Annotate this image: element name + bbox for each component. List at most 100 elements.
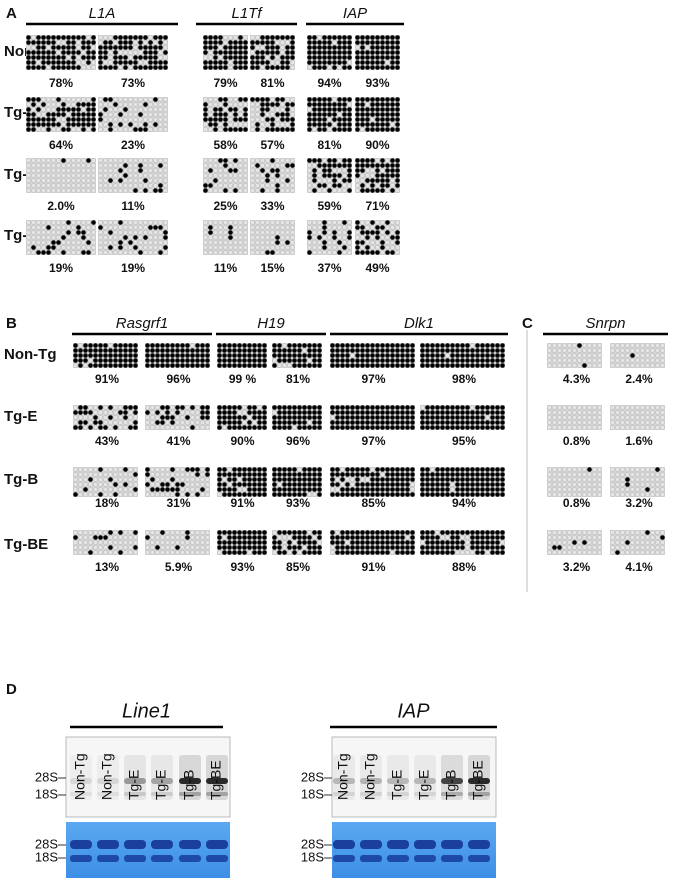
unmethylated-cpg [568,536,572,540]
unmethylated-cpg [446,354,450,358]
methylated-cpg [420,535,425,540]
unmethylated-cpg [124,98,128,102]
methylated-cpg [242,472,247,477]
unmethylated-cpg [636,483,640,487]
methylated-cpg [232,425,237,430]
unmethylated-cpg [57,246,61,250]
unmethylated-cpg [396,251,400,255]
unmethylated-cpg [89,406,93,410]
methylated-cpg [480,405,485,410]
unmethylated-cpg [626,406,630,410]
methylated-cpg [302,540,307,545]
methylated-cpg [500,405,505,410]
methylated-cpg [312,102,317,107]
methylated-cpg [390,535,395,540]
unmethylated-cpg [229,113,233,117]
unmethylated-cpg [578,354,582,358]
methylated-cpg [103,343,108,348]
methylated-cpg [185,415,190,420]
rrna-28s [414,840,436,849]
unmethylated-cpg [616,406,620,410]
unmethylated-cpg [114,251,118,255]
methylated-cpg [103,40,108,45]
methylated-cpg [83,358,88,363]
methylated-cpg [355,122,360,127]
unmethylated-cpg [57,236,61,240]
unmethylated-cpg [588,354,592,358]
methylated-cpg [365,467,370,472]
unmethylated-cpg [67,164,71,168]
unmethylated-cpg [281,103,285,107]
methylated-cpg [163,50,168,55]
unmethylated-cpg [573,406,577,410]
unmethylated-cpg [583,426,587,430]
methylated-cpg [307,97,312,102]
methylated-cpg [360,410,365,415]
unmethylated-cpg [84,483,88,487]
methylated-cpg [242,530,247,535]
methylated-cpg [252,530,257,535]
methylated-cpg [76,65,81,70]
methylated-cpg [335,348,340,353]
methylated-cpg [285,163,290,168]
unmethylated-cpg [636,531,640,535]
methylated-cpg [455,363,460,368]
methylated-cpg [302,353,307,358]
unmethylated-cpg [631,473,635,477]
unmethylated-cpg [99,189,103,193]
unmethylated-cpg [196,488,200,492]
unmethylated-cpg [109,36,113,40]
methylated-cpg [385,65,390,70]
unmethylated-cpg [164,189,168,193]
methylated-cpg [470,530,475,535]
unmethylated-cpg [206,478,210,482]
methylated-cpg [143,178,148,183]
methylated-cpg [243,117,248,122]
methylated-cpg [148,55,153,60]
methylated-cpg [350,545,355,550]
methylated-cpg [297,477,302,482]
unmethylated-cpg [256,108,260,112]
unmethylated-cpg [431,468,435,472]
methylated-cpg [365,163,370,168]
methylated-cpg [420,425,425,430]
methylated-cpg [435,410,440,415]
methylated-cpg [260,35,265,40]
unmethylated-cpg [313,251,317,255]
unmethylated-cpg [47,221,51,225]
methylated-cpg [297,540,302,545]
unmethylated-cpg [568,541,572,545]
unmethylated-cpg [291,189,295,193]
methylated-cpg [490,550,495,555]
methylated-cpg [370,363,375,368]
methylated-cpg [405,410,410,415]
unmethylated-cpg [146,531,150,535]
methylated-cpg [395,235,400,240]
unmethylated-cpg [621,483,625,487]
methylated-cpg [247,363,252,368]
unmethylated-cpg [553,541,557,545]
methylated-cpg [335,492,340,497]
methylated-cpg [500,487,505,492]
methylated-cpg [218,117,223,122]
methylated-cpg [123,65,128,70]
unmethylated-cpg [266,236,270,240]
unmethylated-cpg [611,406,615,410]
methylated-cpg [370,343,375,348]
methylated-cpg [500,467,505,472]
methylated-cpg [285,60,290,65]
methylated-cpg [375,178,380,183]
unmethylated-cpg [631,488,635,492]
methylated-cpg [342,60,347,65]
methylated-cpg [297,545,302,550]
methylated-cpg [108,363,113,368]
methylated-cpg [46,50,51,55]
methylated-cpg [395,410,400,415]
methylated-cpg [227,348,232,353]
methylated-cpg [175,410,180,415]
methylated-cpg [445,492,450,497]
unmethylated-cpg [129,159,133,163]
methylated-cpg [257,535,262,540]
methylated-cpg [275,50,280,55]
